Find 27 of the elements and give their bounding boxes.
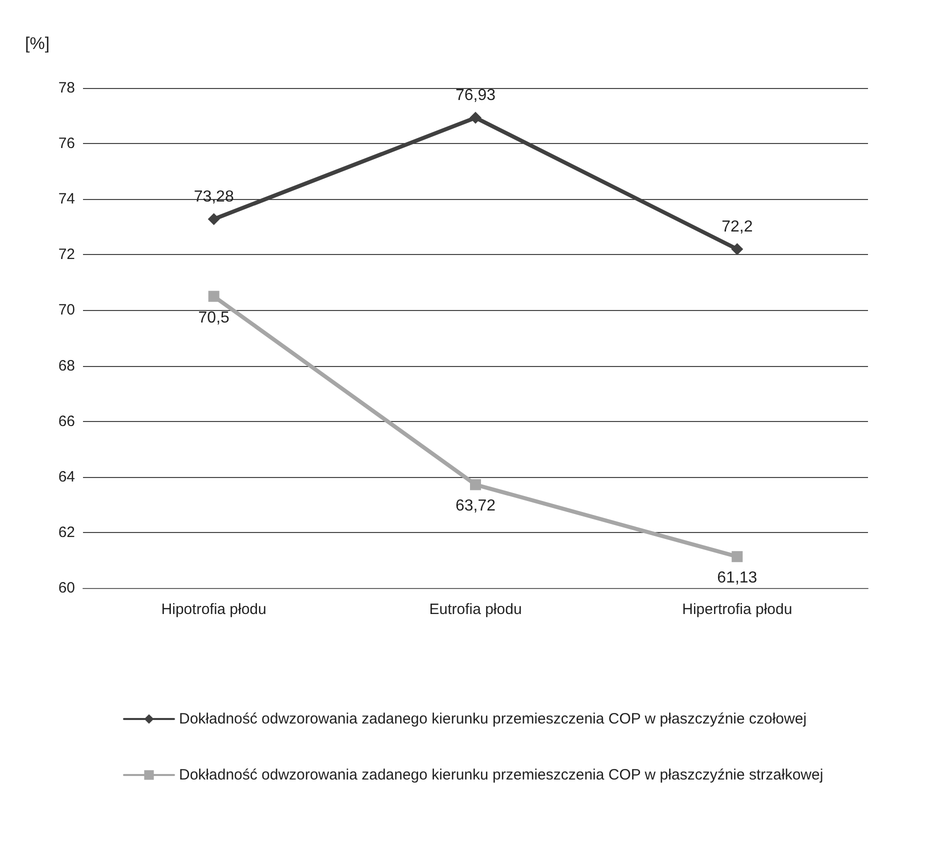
y-tick-label: 72 — [58, 246, 75, 264]
y-tick-label: 62 — [58, 524, 75, 541]
y-tick-label: 64 — [58, 468, 75, 486]
y-tick-label: 74 — [58, 190, 75, 208]
point — [470, 112, 482, 124]
x-tick-label: Hipotrofia płodu — [161, 601, 266, 618]
legend-label: Dokładność odwzorowania zadanego kierunku przemieszczenia COP w płaszczyźnie czołowej — [179, 710, 807, 728]
legend-label: Dokładność odwzorowania zadanego kierunku przemieszczenia COP w płaszczyźnie strzałkowej — [179, 766, 824, 784]
data-label: 72,2 — [722, 218, 753, 236]
y-tick-label: 78 — [58, 80, 75, 96]
point — [470, 479, 481, 490]
data-label: 61,13 — [717, 570, 758, 587]
y-tick-label: 70 — [58, 302, 75, 319]
x-tick-label: Eutrofia płodu — [429, 601, 522, 618]
data-label: 63,72 — [455, 498, 496, 515]
point — [208, 290, 220, 302]
y-axis-title: [%] — [25, 34, 50, 53]
point — [732, 551, 743, 562]
data-label: 70,5 — [198, 309, 230, 326]
y-tick-label: 68 — [58, 357, 75, 374]
y-tick-label: 76 — [58, 135, 75, 152]
y-tick-label: 66 — [58, 412, 75, 430]
x-tick-label: Hipertrofia płodu — [682, 601, 792, 618]
data-label: 76,93 — [455, 87, 496, 104]
point — [731, 243, 744, 256]
y-tick-label: 60 — [58, 580, 75, 596]
point — [208, 213, 220, 226]
